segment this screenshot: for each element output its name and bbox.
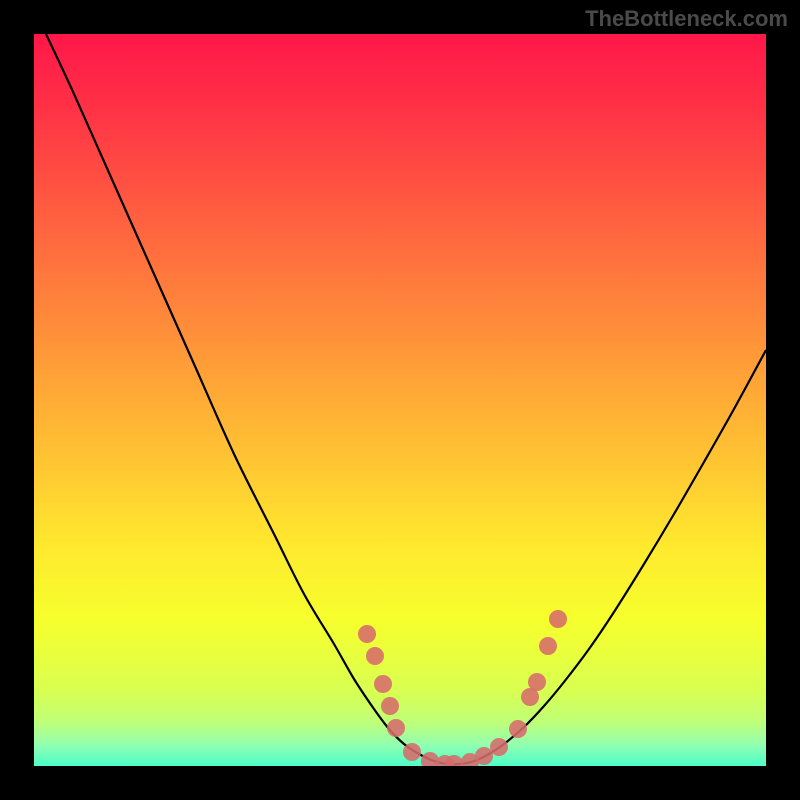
data-dot [528, 673, 546, 691]
data-dot [539, 637, 557, 655]
data-dot [549, 610, 567, 628]
data-dot [358, 625, 376, 643]
data-dot [381, 697, 399, 715]
data-dot [490, 738, 508, 756]
curve-layer [34, 34, 766, 766]
data-dot [374, 675, 392, 693]
plot-area [34, 34, 766, 766]
data-dots [358, 610, 567, 766]
data-dot [403, 743, 421, 761]
bottleneck-curve [46, 34, 766, 764]
data-dot [475, 747, 493, 765]
data-dot [509, 720, 527, 738]
data-dot [387, 719, 405, 737]
data-dot [366, 647, 384, 665]
watermark-text: TheBottleneck.com [585, 6, 788, 32]
